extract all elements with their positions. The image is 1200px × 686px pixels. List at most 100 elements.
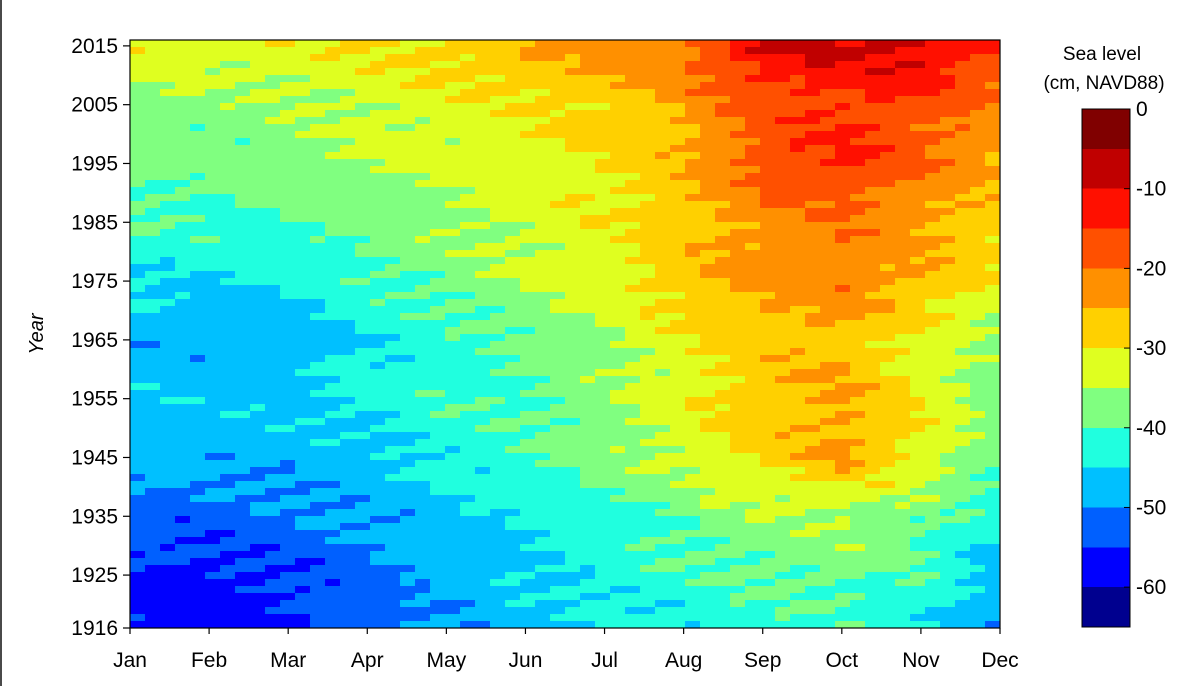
- contour-cell: [325, 264, 341, 272]
- contour-cell: [670, 488, 686, 496]
- contour-cell: [175, 495, 191, 503]
- contour-cell: [610, 565, 626, 573]
- contour-cell: [640, 110, 656, 118]
- contour-cell: [190, 621, 206, 628]
- contour-cell: [490, 96, 506, 104]
- contour-cell: [265, 194, 281, 202]
- contour-cell: [430, 355, 446, 363]
- contour-cell: [805, 593, 821, 601]
- contour-cell: [265, 68, 281, 76]
- contour-cell: [985, 250, 1000, 258]
- contour-cell: [985, 369, 1000, 377]
- contour-cell: [175, 397, 191, 405]
- contour-cell: [190, 68, 206, 76]
- contour-cell: [190, 299, 206, 307]
- contour-cell: [880, 425, 896, 433]
- contour-cell: [595, 509, 611, 517]
- contour-cell: [640, 145, 656, 153]
- contour-cell: [985, 579, 1000, 587]
- contour-cell: [895, 334, 911, 342]
- contour-cell: [580, 376, 596, 384]
- contour-cell: [265, 369, 281, 377]
- contour-cell: [235, 509, 251, 517]
- contour-cell: [820, 530, 836, 538]
- contour-cell: [790, 418, 806, 426]
- contour-cell: [970, 516, 986, 524]
- contour-cell: [820, 138, 836, 146]
- contour-cell: [670, 152, 686, 160]
- contour-cell: [295, 103, 311, 111]
- contour-cell: [790, 376, 806, 384]
- contour-cell: [805, 341, 821, 349]
- contour-cell: [715, 75, 731, 83]
- contour-cell: [520, 264, 536, 272]
- contour-cell: [295, 474, 311, 482]
- contour-cell: [325, 222, 341, 230]
- contour-cell: [475, 96, 491, 104]
- contour-cell: [925, 432, 941, 440]
- contour-cell: [805, 572, 821, 580]
- contour-cell: [280, 117, 296, 125]
- contour-cell: [760, 523, 776, 531]
- contour-cell: [325, 621, 341, 628]
- contour-cell: [310, 89, 326, 97]
- contour-cell: [775, 369, 791, 377]
- contour-cell: [160, 537, 176, 545]
- contour-cell: [895, 285, 911, 293]
- contour-cell: [610, 152, 626, 160]
- contour-cell: [970, 110, 986, 118]
- contour-cell: [790, 530, 806, 538]
- contour-cell: [340, 334, 356, 342]
- contour-cell: [730, 229, 746, 237]
- contour-cell: [820, 404, 836, 412]
- contour-cell: [775, 334, 791, 342]
- contour-cell: [430, 544, 446, 552]
- contour-cell: [625, 593, 641, 601]
- contour-cell: [820, 250, 836, 258]
- contour-cell: [595, 334, 611, 342]
- contour-cell: [565, 327, 581, 335]
- contour-cell: [445, 509, 461, 517]
- contour-cell: [955, 341, 971, 349]
- contour-cell: [685, 544, 701, 552]
- contour-cell: [265, 117, 281, 125]
- contour-cell: [460, 96, 476, 104]
- contour-cell: [730, 159, 746, 167]
- contour-cell: [910, 446, 926, 454]
- contour-cell: [265, 173, 281, 181]
- contour-cell: [340, 516, 356, 524]
- contour-cell: [820, 446, 836, 454]
- contour-cell: [670, 481, 686, 489]
- contour-cell: [880, 565, 896, 573]
- contour-cell: [505, 47, 521, 55]
- contour-cell: [490, 376, 506, 384]
- contour-cell: [490, 299, 506, 307]
- contour-cell: [955, 173, 971, 181]
- contour-cell: [670, 397, 686, 405]
- contour-cell: [670, 432, 686, 440]
- contour-cell: [130, 551, 146, 559]
- contour-cell: [805, 278, 821, 286]
- contour-cell: [610, 54, 626, 62]
- contour-cell: [940, 446, 956, 454]
- contour-cell: [880, 376, 896, 384]
- contour-cell: [925, 607, 941, 615]
- contour-cell: [445, 341, 461, 349]
- contour-cell: [220, 355, 236, 363]
- contour-cell: [910, 383, 926, 391]
- contour-cell: [835, 390, 851, 398]
- contour-cell: [310, 383, 326, 391]
- contour-cell: [265, 187, 281, 195]
- contour-cell: [700, 579, 716, 587]
- contour-cell: [640, 61, 656, 69]
- contour-cell: [475, 495, 491, 503]
- contour-cell: [520, 558, 536, 566]
- contour-cell: [850, 313, 866, 321]
- contour-cell: [865, 40, 881, 48]
- contour-cell: [565, 523, 581, 531]
- contour-cell: [385, 607, 401, 615]
- contour-cell: [160, 306, 176, 314]
- contour-cell: [370, 82, 386, 90]
- contour-cell: [580, 565, 596, 573]
- contour-cell: [490, 544, 506, 552]
